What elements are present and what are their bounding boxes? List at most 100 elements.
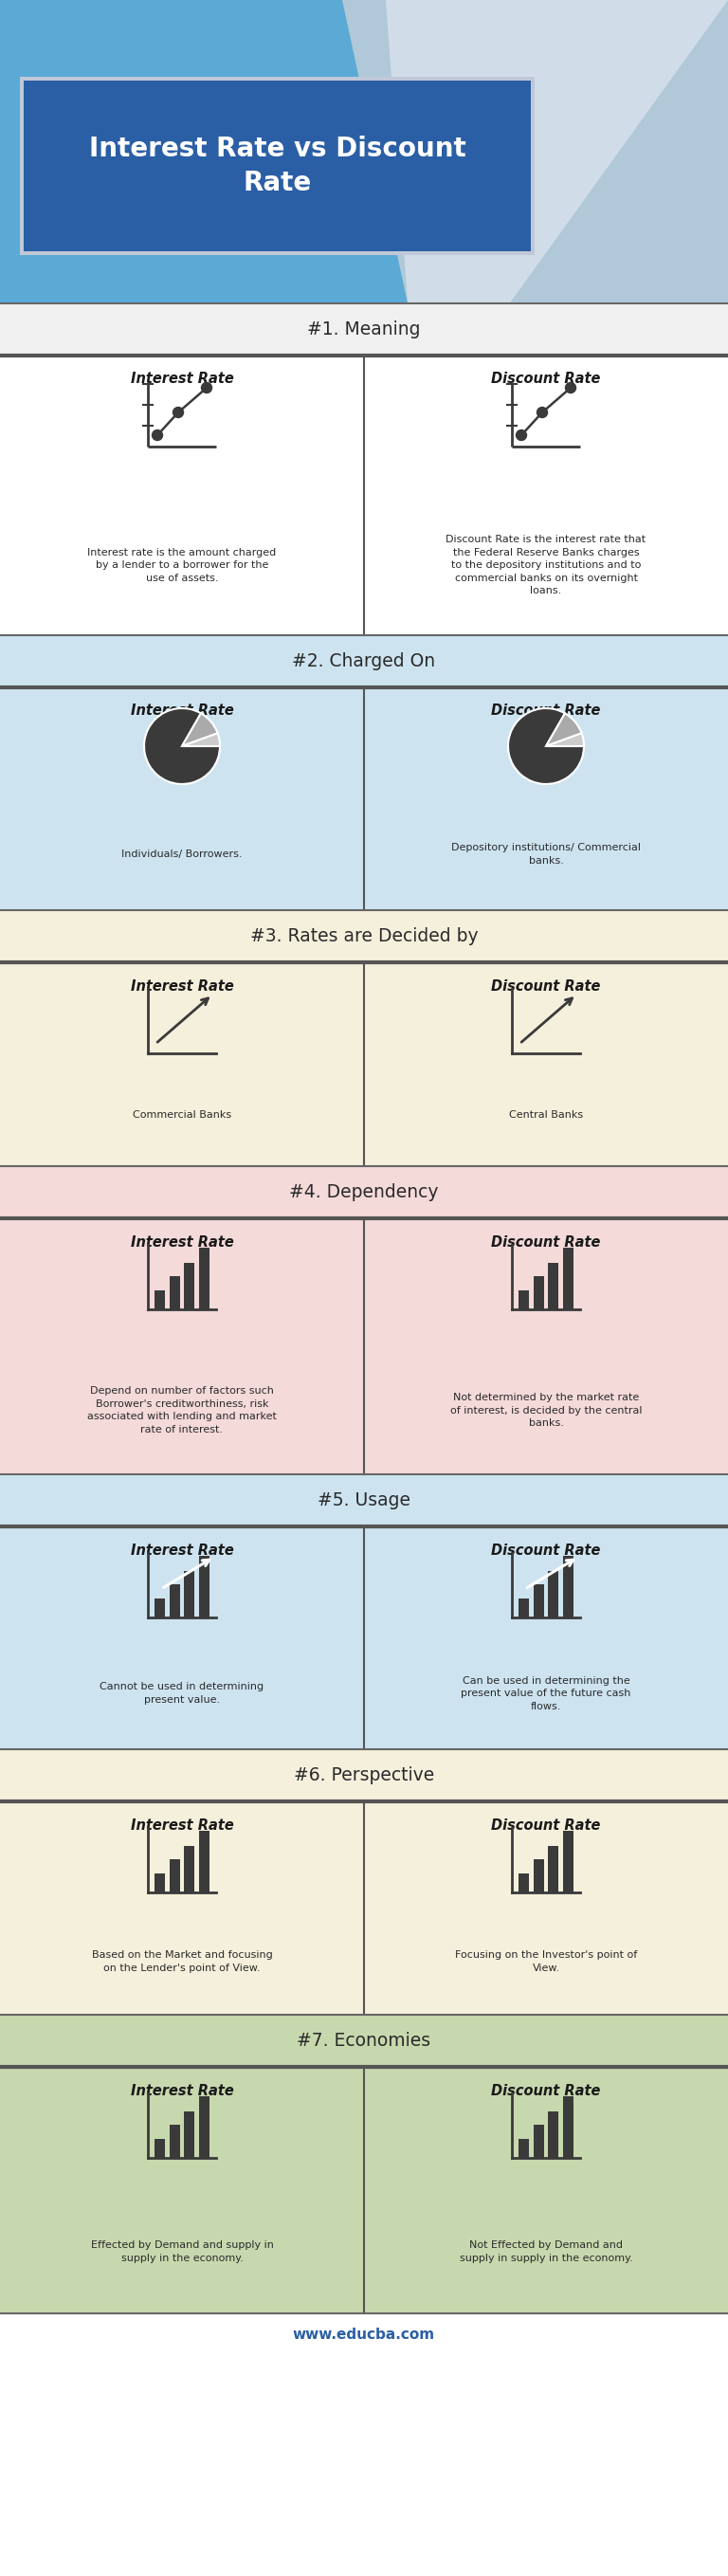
Bar bbox=[533, 1584, 544, 1618]
Bar bbox=[563, 1249, 573, 1309]
Bar bbox=[518, 2138, 529, 2159]
Bar bbox=[563, 1832, 573, 1893]
Bar bbox=[518, 1873, 529, 1893]
Wedge shape bbox=[182, 734, 220, 747]
Wedge shape bbox=[182, 714, 218, 747]
Text: Discount Rate: Discount Rate bbox=[491, 1234, 601, 1249]
Bar bbox=[154, 2138, 165, 2159]
Circle shape bbox=[173, 407, 183, 417]
Bar bbox=[0, 355, 728, 636]
Bar bbox=[547, 1571, 558, 1618]
Bar bbox=[199, 1832, 209, 1893]
Text: Depository institutions/ Commercial
banks.: Depository institutions/ Commercial bank… bbox=[451, 842, 641, 866]
Bar bbox=[533, 1860, 544, 1893]
Text: Interest Rate: Interest Rate bbox=[130, 371, 234, 386]
Bar bbox=[199, 1249, 209, 1309]
Text: Depend on number of factors such
Borrower's creditworthiness, risk
associated wi: Depend on number of factors such Borrowe… bbox=[87, 1386, 277, 1435]
Bar bbox=[547, 2112, 558, 2159]
Bar bbox=[0, 963, 728, 1167]
Wedge shape bbox=[546, 734, 584, 747]
Bar bbox=[169, 1860, 180, 1893]
Bar bbox=[0, 1749, 728, 1801]
Text: Discount Rate: Discount Rate bbox=[491, 703, 601, 719]
Text: Interest Rate: Interest Rate bbox=[130, 1819, 234, 1832]
Wedge shape bbox=[508, 708, 584, 783]
Polygon shape bbox=[342, 0, 728, 304]
Text: #1. Meaning: #1. Meaning bbox=[307, 319, 421, 337]
Text: Interest Rate: Interest Rate bbox=[130, 1543, 234, 1558]
Text: #4. Dependency: #4. Dependency bbox=[289, 1182, 439, 1200]
Text: #2. Charged On: #2. Charged On bbox=[293, 652, 435, 670]
Bar bbox=[0, 636, 728, 688]
Circle shape bbox=[202, 384, 212, 394]
Bar bbox=[24, 80, 531, 252]
Bar bbox=[169, 1275, 180, 1309]
Text: Individuals/ Borrowers.: Individuals/ Borrowers. bbox=[122, 850, 242, 860]
Text: Discount Rate is the interest rate that
the Federal Reserve Banks charges
to the: Discount Rate is the interest rate that … bbox=[446, 536, 646, 595]
Bar bbox=[199, 1556, 209, 1618]
Text: Not determined by the market rate
of interest, is decided by the central
banks.: Not determined by the market rate of int… bbox=[450, 1394, 642, 1427]
Bar bbox=[0, 1218, 728, 1473]
Bar bbox=[563, 1556, 573, 1618]
Bar bbox=[183, 2112, 194, 2159]
Polygon shape bbox=[386, 0, 728, 304]
Bar bbox=[0, 2014, 728, 2066]
Wedge shape bbox=[144, 708, 220, 783]
Circle shape bbox=[152, 430, 162, 440]
Text: www.educba.com: www.educba.com bbox=[293, 2326, 435, 2342]
Text: Interest Rate: Interest Rate bbox=[130, 1234, 234, 1249]
Text: Effected by Demand and supply in
supply in the economy.: Effected by Demand and supply in supply … bbox=[90, 2241, 274, 2262]
Text: #6. Perspective: #6. Perspective bbox=[293, 1767, 435, 1785]
Circle shape bbox=[537, 407, 547, 417]
Text: Discount Rate: Discount Rate bbox=[491, 2084, 601, 2097]
Bar bbox=[533, 2125, 544, 2159]
Bar bbox=[0, 0, 728, 304]
Bar bbox=[183, 1847, 194, 1893]
Text: Discount Rate: Discount Rate bbox=[491, 1819, 601, 1832]
Bar bbox=[0, 688, 728, 909]
Bar bbox=[0, 1167, 728, 1218]
Text: Based on the Market and focusing
on the Lender's point of View.: Based on the Market and focusing on the … bbox=[92, 1950, 272, 1973]
Text: Commercial Banks: Commercial Banks bbox=[132, 1110, 232, 1121]
Bar bbox=[169, 2125, 180, 2159]
Bar bbox=[154, 1291, 165, 1309]
Bar bbox=[547, 1847, 558, 1893]
Bar bbox=[0, 1528, 728, 1749]
Bar bbox=[20, 77, 534, 255]
Bar bbox=[563, 2097, 573, 2159]
Text: Interest Rate: Interest Rate bbox=[130, 2084, 234, 2097]
Text: #3. Rates are Decided by: #3. Rates are Decided by bbox=[250, 927, 478, 945]
Bar bbox=[183, 1262, 194, 1309]
Text: Interest Rate: Interest Rate bbox=[130, 979, 234, 994]
Text: Interest rate is the amount charged
by a lender to a borrower for the
use of ass: Interest rate is the amount charged by a… bbox=[87, 549, 277, 582]
Bar bbox=[0, 304, 728, 355]
Text: Focusing on the Investor's point of
View.: Focusing on the Investor's point of View… bbox=[455, 1950, 637, 1973]
Bar bbox=[0, 1473, 728, 1528]
Bar bbox=[533, 1275, 544, 1309]
Text: Discount Rate: Discount Rate bbox=[491, 371, 601, 386]
Text: #5. Usage: #5. Usage bbox=[317, 1492, 411, 1510]
Bar bbox=[518, 1291, 529, 1309]
Bar bbox=[518, 1597, 529, 1618]
Bar bbox=[154, 1597, 165, 1618]
Bar bbox=[547, 1262, 558, 1309]
Bar bbox=[183, 1571, 194, 1618]
Circle shape bbox=[516, 430, 526, 440]
Text: #7. Economies: #7. Economies bbox=[297, 2032, 431, 2050]
Text: Cannot be used in determining
present value.: Cannot be used in determining present va… bbox=[100, 1682, 264, 1705]
Circle shape bbox=[566, 384, 576, 394]
Bar bbox=[169, 1584, 180, 1618]
Bar bbox=[199, 2097, 209, 2159]
Text: Not Effected by Demand and
supply in supply in the economy.: Not Effected by Demand and supply in sup… bbox=[459, 2241, 633, 2262]
Text: Can be used in determining the
present value of the future cash
flows.: Can be used in determining the present v… bbox=[461, 1677, 631, 1710]
Bar bbox=[0, 909, 728, 963]
Bar bbox=[0, 1801, 728, 2014]
Text: Discount Rate: Discount Rate bbox=[491, 979, 601, 994]
Wedge shape bbox=[546, 714, 582, 747]
Text: Discount Rate: Discount Rate bbox=[491, 1543, 601, 1558]
Text: Interest Rate vs Discount
Rate: Interest Rate vs Discount Rate bbox=[89, 137, 466, 196]
Text: Interest Rate: Interest Rate bbox=[130, 703, 234, 719]
Bar bbox=[154, 1873, 165, 1893]
Bar bbox=[0, 2066, 728, 2313]
Text: Central Banks: Central Banks bbox=[509, 1110, 583, 1121]
